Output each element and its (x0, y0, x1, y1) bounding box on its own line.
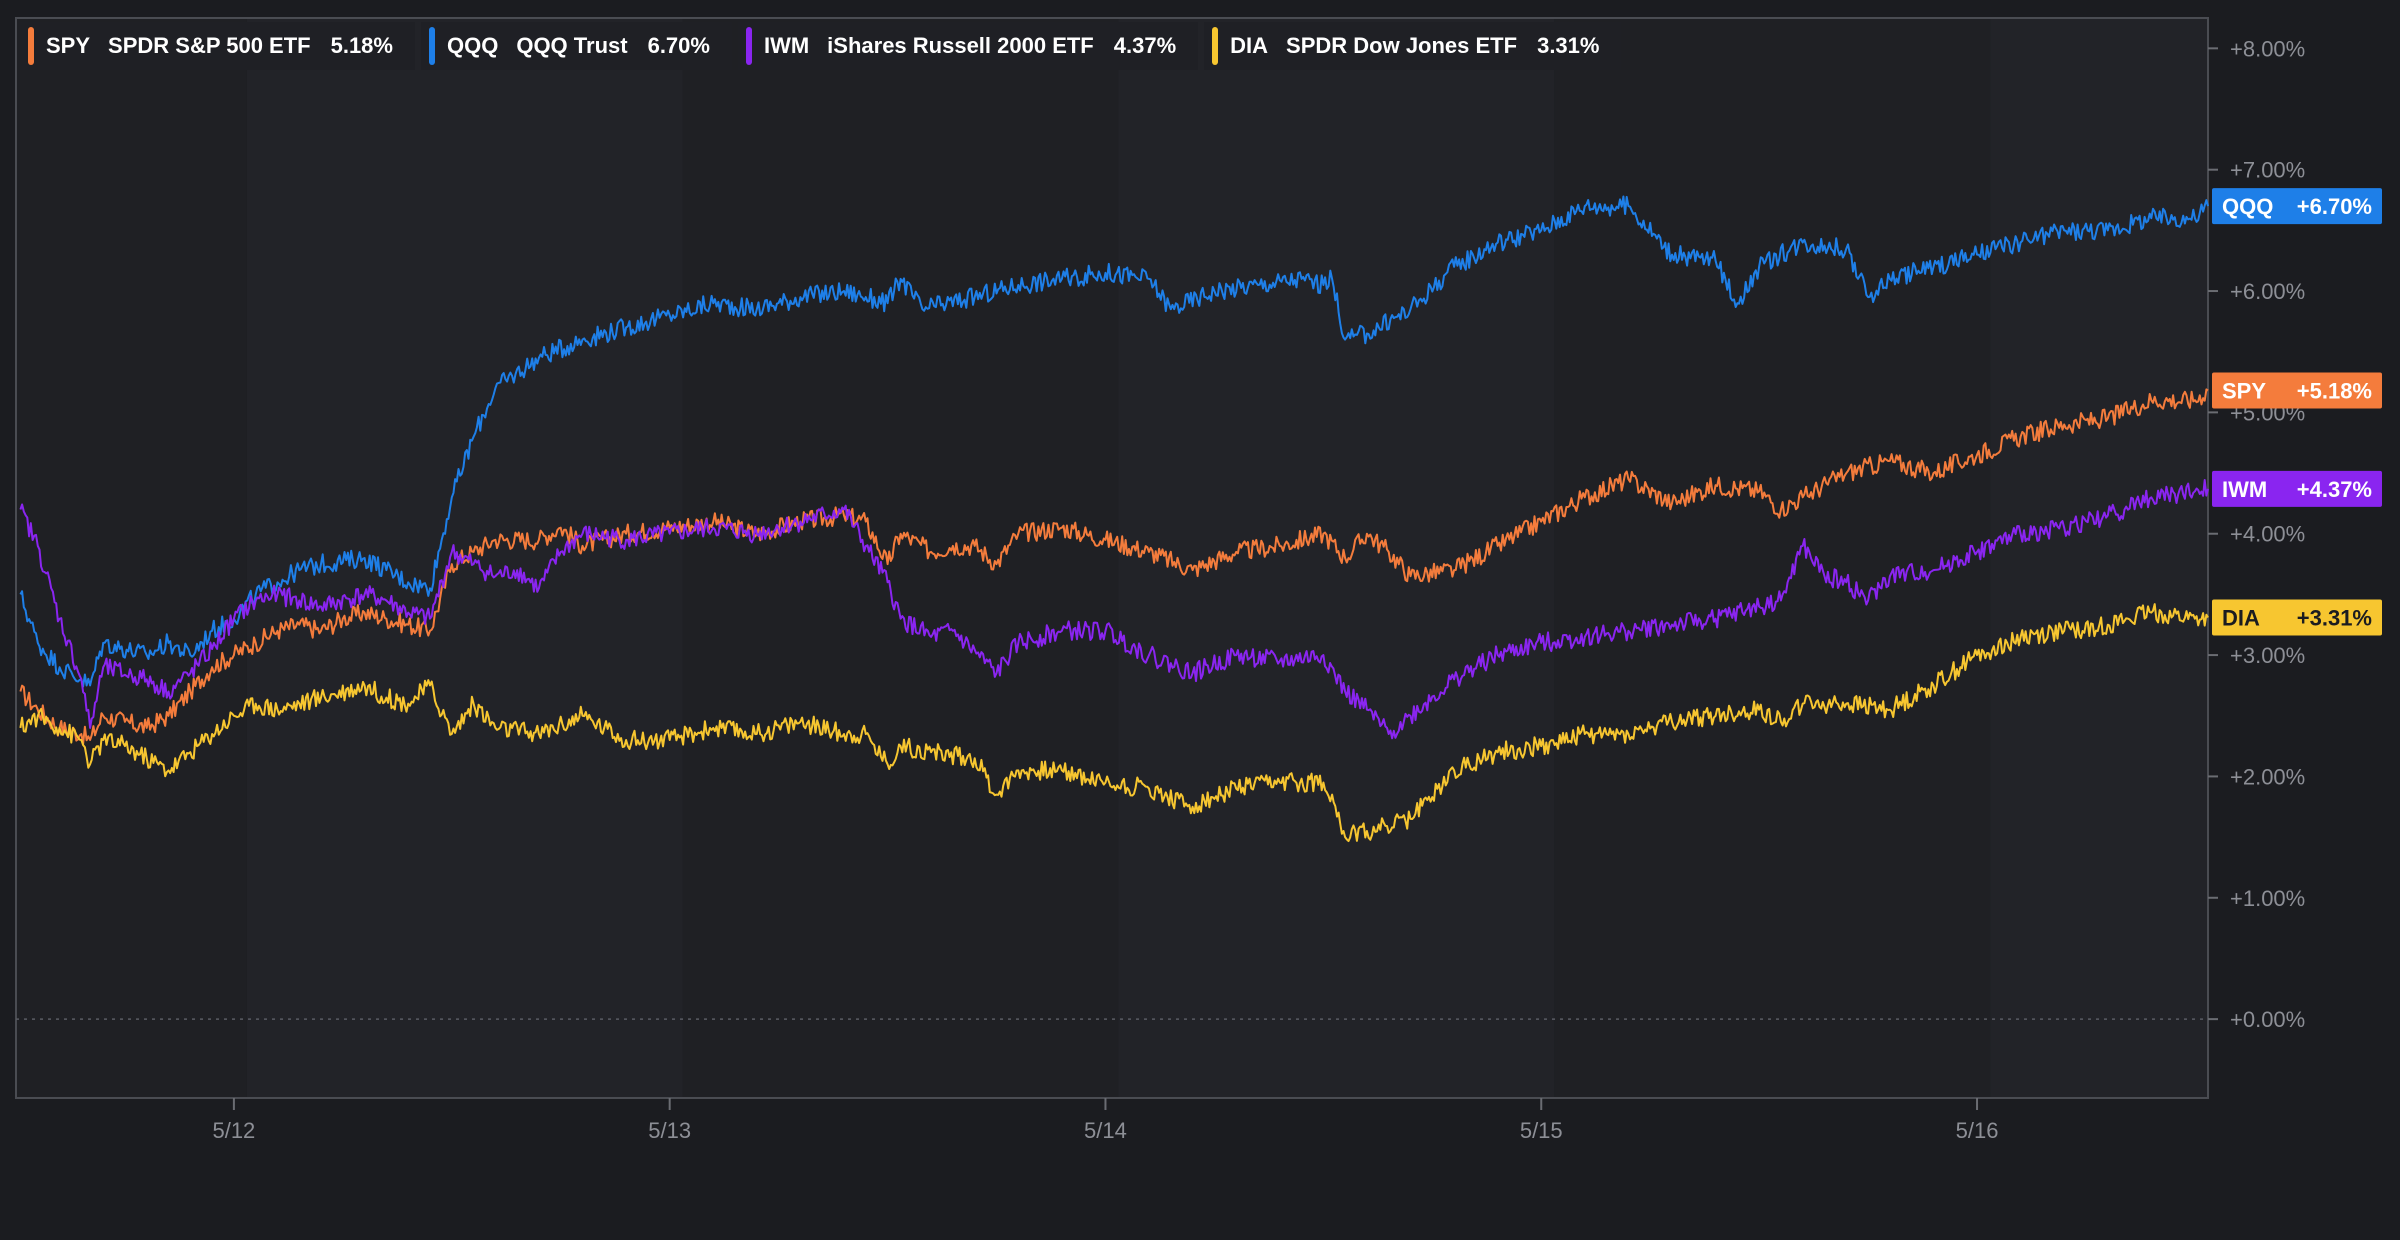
end-label-background (2212, 599, 2382, 636)
session-band (1554, 18, 1991, 1098)
x-tick-label: 5/16 (1956, 1118, 1999, 1143)
legend-change: 3.31% (1537, 33, 1600, 58)
legend-swatch-spy (28, 27, 34, 65)
y-tick-label: +4.00% (2230, 522, 2305, 547)
end-label-value: +4.37% (2297, 477, 2372, 502)
end-label-background (2212, 372, 2382, 409)
x-axis: 5/12 5/13 5/14 5/15 5/16 (212, 1098, 1998, 1143)
end-label-iwm: IWM +4.37% (2212, 470, 2382, 507)
session-band (1118, 18, 1555, 1098)
series-line-spy (19, 388, 2209, 746)
y-tick-label: +6.00% (2230, 279, 2305, 304)
legend-item-iwm[interactable]: IWM iShares Russell 2000 ETF 4.37% (737, 22, 1199, 70)
x-tick-label: 5/15 (1520, 1118, 1563, 1143)
x-tick-label: 5/14 (1084, 1118, 1127, 1143)
plot-area-border (15, 17, 2209, 1099)
y-tick-label: +3.00% (2230, 643, 2305, 668)
y-tick-label: +1.00% (2230, 886, 2305, 911)
end-label-symbol: QQQ (2222, 194, 2273, 219)
series-line-iwm (19, 479, 2209, 740)
end-label-value: +6.70% (2297, 194, 2372, 219)
legend-change: 5.18% (330, 33, 393, 58)
legend-name: SPDR Dow Jones ETF (1286, 33, 1518, 58)
y-tick-label: +0.00% (2230, 1007, 2305, 1032)
legend-symbol: SPY (46, 33, 91, 58)
legend-swatch-dia (1212, 27, 1219, 65)
legend-symbol: DIA (1230, 33, 1269, 58)
end-label-symbol: SPY (2222, 379, 2266, 404)
session-bands (16, 18, 2208, 1098)
y-tick-label: +8.00% (2230, 36, 2305, 61)
x-tick-label: 5/13 (648, 1118, 691, 1143)
y-tick-label: +7.00% (2230, 158, 2305, 183)
legend-symbol: QQQ (446, 33, 499, 58)
end-label-value: +3.31% (2297, 605, 2372, 630)
series-line-dia (19, 603, 2209, 843)
legend-name: SPDR S&P 500 ETF (108, 33, 311, 58)
end-label-spy: SPY +5.18% (2212, 372, 2382, 409)
y-axis: +0.00%+1.00%+2.00%+3.00%+4.00%+5.00%+6.0… (2208, 36, 2305, 1032)
legend-item-spy[interactable]: SPY SPDR S&P 500 ETF 5.18% (20, 22, 415, 70)
series-line-qqq (19, 195, 2209, 688)
x-tick-label: 5/12 (212, 1118, 255, 1143)
y-tick-label: +2.00% (2230, 764, 2305, 789)
legend-item-qqq[interactable]: QQQ QQQ Trust 6.70% (420, 22, 732, 70)
end-label-value: +5.18% (2297, 379, 2372, 404)
legend-symbol: IWM (763, 33, 810, 58)
end-label-background (2212, 470, 2382, 507)
legend-swatch-iwm (745, 27, 752, 65)
end-label-symbol: DIA (2222, 605, 2260, 630)
series-layer (19, 195, 2209, 843)
legend-swatch-qqq (428, 27, 435, 65)
legend: SPY SPDR S&P 500 ETF 5.18% QQQ QQQ Trust… (20, 22, 1627, 70)
legend-name: QQQ Trust (516, 33, 628, 58)
end-label-background (2212, 188, 2382, 225)
legend-name: iShares Russell 2000 ETF (827, 33, 1094, 58)
legend-item-dia[interactable]: DIA SPDR Dow Jones ETF 3.31% (1204, 22, 1622, 70)
end-labels: QQQ +6.70% SPY +5.18% IWM +4.37% DIA +3.31% (2212, 188, 2382, 636)
legend-change: 4.37% (1113, 33, 1177, 58)
session-band (16, 18, 247, 1098)
session-band (682, 18, 1119, 1098)
end-label-qqq: QQQ +6.70% (2212, 188, 2382, 225)
legend-change: 6.70% (647, 33, 710, 58)
session-band (1990, 18, 2208, 1098)
end-label-symbol: IWM (2222, 477, 2267, 502)
end-label-dia: DIA +3.31% (2212, 599, 2382, 636)
